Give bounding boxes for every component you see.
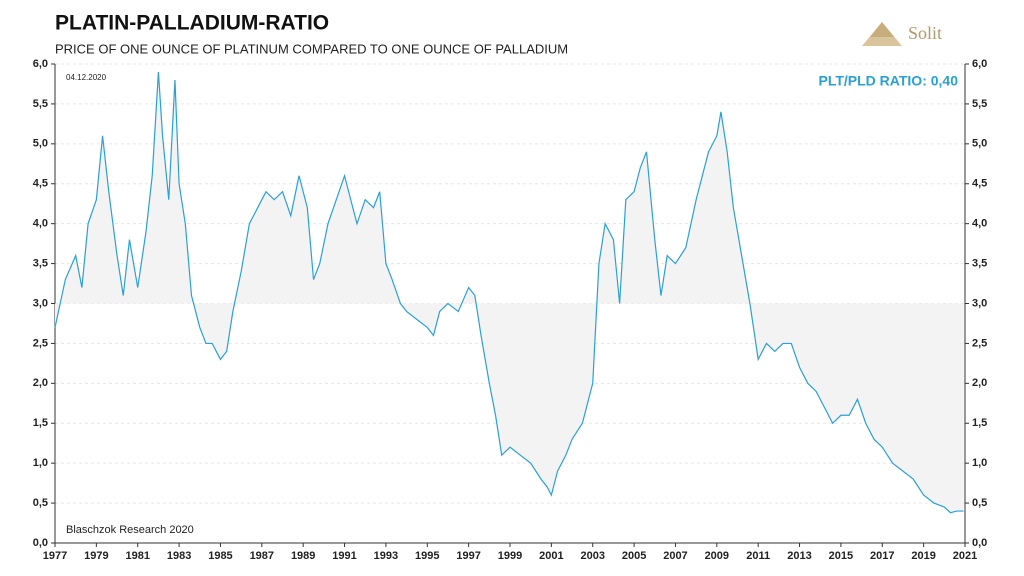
- y-tick-label: 6,0: [33, 58, 48, 70]
- x-tick-label: 1977: [43, 550, 67, 562]
- y-tick-label: 2,5: [33, 337, 48, 349]
- ratio-annotation: PLT/PLD RATIO: 0,40: [819, 73, 959, 89]
- y-tick-label: 1,0: [33, 457, 48, 469]
- x-tick-label: 1991: [332, 550, 356, 562]
- y2-tick-label: 3,5: [972, 257, 987, 269]
- y-tick-label: 0,0: [33, 537, 48, 549]
- y2-tick-label: 5,5: [972, 98, 987, 110]
- x-tick-label: 2019: [911, 550, 935, 562]
- x-tick-label: 1985: [208, 550, 232, 562]
- x-tick-label: 2015: [829, 550, 853, 562]
- y2-tick-label: 1,0: [972, 457, 987, 469]
- x-tick-label: 2007: [663, 550, 687, 562]
- y-tick-label: 3,0: [33, 297, 48, 309]
- y-tick-label: 4,0: [33, 218, 48, 230]
- y2-tick-label: 0,0: [972, 537, 987, 549]
- y-tick-label: 5,0: [33, 138, 48, 150]
- x-tick-label: 2001: [539, 550, 563, 562]
- date-label: 04.12.2020: [66, 73, 107, 82]
- x-tick-label: 2013: [787, 550, 811, 562]
- y-tick-label: 4,5: [33, 178, 48, 190]
- x-tick-label: 1995: [415, 550, 439, 562]
- x-tick-label: 1999: [498, 550, 522, 562]
- x-tick-label: 1987: [250, 550, 274, 562]
- chart-title: PLATIN-PALLADIUM-RATIO: [55, 12, 329, 35]
- x-tick-label: 1981: [125, 550, 149, 562]
- y2-tick-label: 6,0: [972, 58, 987, 70]
- ratio-fill: [55, 71, 964, 513]
- x-tick-label: 1993: [374, 550, 398, 562]
- source-label: Blaschzok Research 2020: [66, 524, 194, 536]
- x-tick-label: 2017: [870, 550, 894, 562]
- x-tick-label: 2011: [746, 550, 770, 562]
- y2-tick-label: 3,0: [972, 297, 987, 309]
- x-tick-label: 2005: [622, 550, 646, 562]
- y2-tick-label: 5,0: [972, 138, 987, 150]
- y2-tick-label: 1,5: [972, 417, 987, 429]
- x-tick-label: 1983: [167, 550, 191, 562]
- y-tick-label: 2,0: [33, 377, 48, 389]
- y-tick-label: 1,5: [33, 417, 48, 429]
- y-tick-label: 0,5: [33, 497, 48, 509]
- x-tick-label: 2021: [953, 550, 977, 562]
- y-tick-label: 3,5: [33, 257, 48, 269]
- logo: Solit: [862, 22, 942, 46]
- x-tick-label: 1989: [291, 550, 315, 562]
- y2-tick-label: 4,5: [972, 178, 987, 190]
- y2-tick-label: 2,0: [972, 377, 987, 389]
- ratio-line: [54, 71, 964, 514]
- y2-tick-label: 0,5: [972, 497, 987, 509]
- y2-tick-label: 2,5: [972, 337, 987, 349]
- chart-subtitle: PRICE OF ONE OUNCE OF PLATINUM COMPARED …: [55, 41, 568, 56]
- y2-tick-label: 4,0: [972, 218, 987, 230]
- logo-pyramid-top: [870, 22, 894, 37]
- logo-text: Solit: [908, 23, 942, 43]
- y-tick-label: 5,5: [33, 98, 48, 110]
- x-tick-label: 1997: [456, 550, 480, 562]
- x-tick-label: 2009: [705, 550, 729, 562]
- x-tick-label: 2003: [580, 550, 604, 562]
- x-tick-label: 1979: [84, 550, 108, 562]
